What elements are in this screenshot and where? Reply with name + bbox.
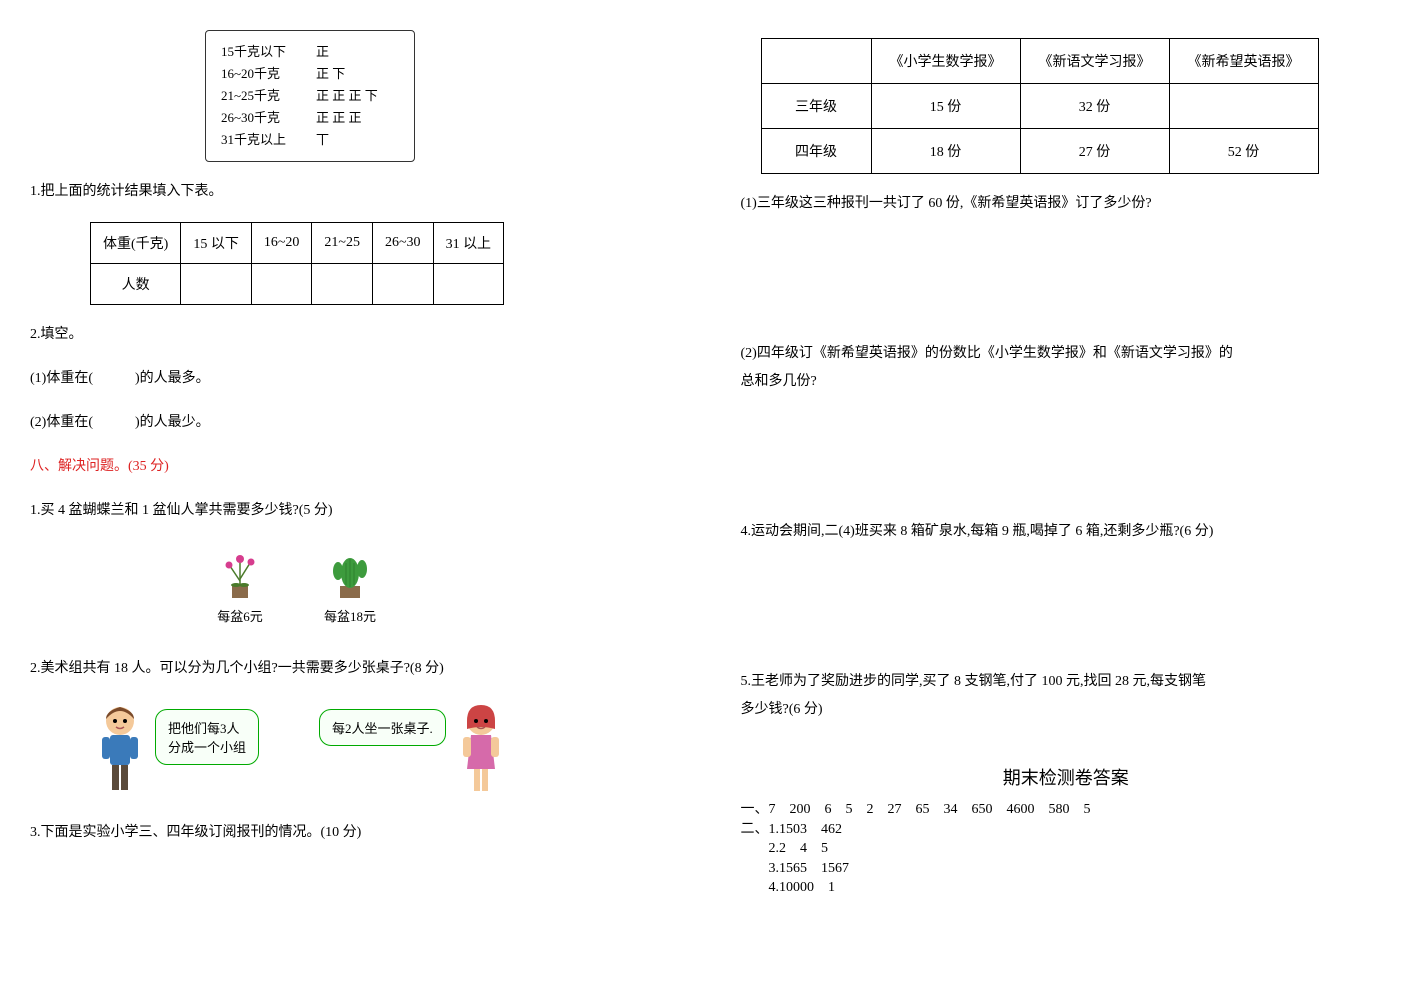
answer-line: 2.2 4 5 <box>741 839 1392 859</box>
tally-row: 21~25千克 正 正 正 下 <box>221 85 399 107</box>
bubble-text: 把他们每3人 <box>168 718 246 737</box>
tally-row: 15千克以下 正 <box>221 41 399 63</box>
person-group-1: 把他们每3人 分成一个小组 <box>90 699 259 799</box>
person-group-2: 每2人坐一张桌子. <box>319 699 511 799</box>
td: 四年级 <box>761 129 871 174</box>
orchid-icon <box>210 541 270 601</box>
left-column: 15千克以下 正 16~20千克 正 下 21~25千克 正 正 正 下 26~… <box>0 0 711 982</box>
question-4: 4.运动会期间,二(4)班买来 8 箱矿泉水,每箱 9 瓶,喝掉了 6 箱,还剩… <box>741 518 1392 546</box>
tally-row: 31千克以上 丅 <box>221 129 399 151</box>
question-2-1: (1)体重在( )的人最多。 <box>30 365 681 393</box>
td: 15 份 <box>871 84 1020 129</box>
answer-line: 一、7 200 6 5 2 27 65 34 650 4600 580 5 <box>741 800 1392 820</box>
spacer <box>741 562 1392 652</box>
td: 三年级 <box>761 84 871 129</box>
problem-3: 3.下面是实验小学三、四年级订阅报刊的情况。(10 分) <box>30 819 681 847</box>
th: 31 以上 <box>433 223 504 264</box>
text: 总和多几份? <box>741 374 817 389</box>
answer-line: 4.10000 1 <box>741 878 1392 898</box>
tally-box: 15千克以下 正 16~20千克 正 下 21~25千克 正 正 正 下 26~… <box>205 30 415 162</box>
th: 《新希望英语报》 <box>1169 39 1318 84</box>
td: 人数 <box>91 264 181 305</box>
problem-2: 2.美术组共有 18 人。可以分为几个小组?一共需要多少张桌子?(8 分) <box>30 655 681 683</box>
tally-marks: 正 正 正 <box>316 107 399 129</box>
tally-row: 26~30千克 正 正 正 <box>221 107 399 129</box>
tally-label: 26~30千克 <box>221 107 316 129</box>
table-row: 三年级 15 份 32 份 <box>761 84 1318 129</box>
problem-1: 1.买 4 盆蝴蝶兰和 1 盆仙人掌共需要多少钱?(5 分) <box>30 497 681 525</box>
cactus-price: 每盆18元 <box>320 606 380 625</box>
td-empty <box>372 264 433 305</box>
question-3-2: (2)四年级订《新希望英语报》的份数比《小学生数学报》和《新语文学习报》的 总和… <box>741 340 1392 396</box>
orchid-price: 每盆6元 <box>210 606 270 625</box>
answers: 一、7 200 6 5 2 27 65 34 650 4600 580 5 二、… <box>741 800 1392 898</box>
tally-label: 31千克以上 <box>221 129 316 151</box>
weight-table: 体重(千克) 15 以下 16~20 21~25 26~30 31 以上 人数 <box>90 222 504 305</box>
th: 体重(千克) <box>91 223 181 264</box>
speech-bubble-2: 每2人坐一张桌子. <box>319 709 446 746</box>
text: 多少钱?(6 分) <box>741 702 823 717</box>
th: 26~30 <box>372 223 433 264</box>
question-3-1: (1)三年级这三种报刊一共订了 60 份,《新希望英语报》订了多少份? <box>741 190 1392 218</box>
answer-title: 期末检测卷答案 <box>741 764 1392 790</box>
td: 52 份 <box>1169 129 1318 174</box>
question-2-2: (2)体重在( )的人最少。 <box>30 409 681 437</box>
td-empty <box>312 264 373 305</box>
tally-label: 15千克以下 <box>221 41 316 63</box>
tally-marks: 正 下 <box>316 63 399 85</box>
td-empty <box>433 264 504 305</box>
spacer <box>741 412 1392 502</box>
th-empty <box>761 39 871 84</box>
question-5: 5.王老师为了奖励进步的同学,买了 8 支钢笔,付了 100 元,找回 28 元… <box>741 668 1392 724</box>
table-row: 《小学生数学报》 《新语文学习报》 《新希望英语报》 <box>761 39 1318 84</box>
newspaper-table: 《小学生数学报》 《新语文学习报》 《新希望英语报》 三年级 15 份 32 份… <box>761 38 1319 174</box>
tally-label: 16~20千克 <box>221 63 316 85</box>
girl-icon <box>451 699 511 799</box>
td-empty <box>181 264 252 305</box>
spacer <box>741 234 1392 324</box>
th: 《小学生数学报》 <box>871 39 1020 84</box>
plants-row: 每盆6元 每盆18元 <box>210 541 681 625</box>
boy-icon <box>90 699 150 799</box>
question-2-title: 2.填空。 <box>30 321 681 349</box>
text: (2)四年级订《新希望英语报》的份数比《小学生数学报》和《新语文学习报》的 <box>741 346 1233 361</box>
td: 18 份 <box>871 129 1020 174</box>
td <box>1169 84 1318 129</box>
tally-marks: 正 正 正 下 <box>316 85 399 107</box>
th: 16~20 <box>251 223 312 264</box>
tally-row: 16~20千克 正 下 <box>221 63 399 85</box>
td: 27 份 <box>1020 129 1169 174</box>
cactus: 每盆18元 <box>320 541 380 625</box>
section-8-title: 八、解决问题。(35 分) <box>30 453 681 481</box>
bubble-row: 把他们每3人 分成一个小组 每2人坐一张桌子. <box>90 699 681 799</box>
table-row: 人数 <box>91 264 504 305</box>
table-row: 体重(千克) 15 以下 16~20 21~25 26~30 31 以上 <box>91 223 504 264</box>
td-empty <box>251 264 312 305</box>
orchid: 每盆6元 <box>210 541 270 625</box>
td: 32 份 <box>1020 84 1169 129</box>
tally-marks: 丅 <box>316 129 399 151</box>
tally-label: 21~25千克 <box>221 85 316 107</box>
tally-marks: 正 <box>316 41 399 63</box>
right-column: 《小学生数学报》 《新语文学习报》 《新希望英语报》 三年级 15 份 32 份… <box>711 0 1421 982</box>
text: 5.王老师为了奖励进步的同学,买了 8 支钢笔,付了 100 元,找回 28 元… <box>741 674 1207 689</box>
th: 15 以下 <box>181 223 252 264</box>
th: 《新语文学习报》 <box>1020 39 1169 84</box>
answer-line: 二、1.1503 462 <box>741 820 1392 840</box>
question-1: 1.把上面的统计结果填入下表。 <box>30 178 681 206</box>
table-row: 四年级 18 份 27 份 52 份 <box>761 129 1318 174</box>
speech-bubble-1: 把他们每3人 分成一个小组 <box>155 709 259 765</box>
cactus-icon <box>320 541 380 601</box>
bubble-text: 分成一个小组 <box>168 737 246 756</box>
th: 21~25 <box>312 223 373 264</box>
answer-line: 3.1565 1567 <box>741 859 1392 879</box>
